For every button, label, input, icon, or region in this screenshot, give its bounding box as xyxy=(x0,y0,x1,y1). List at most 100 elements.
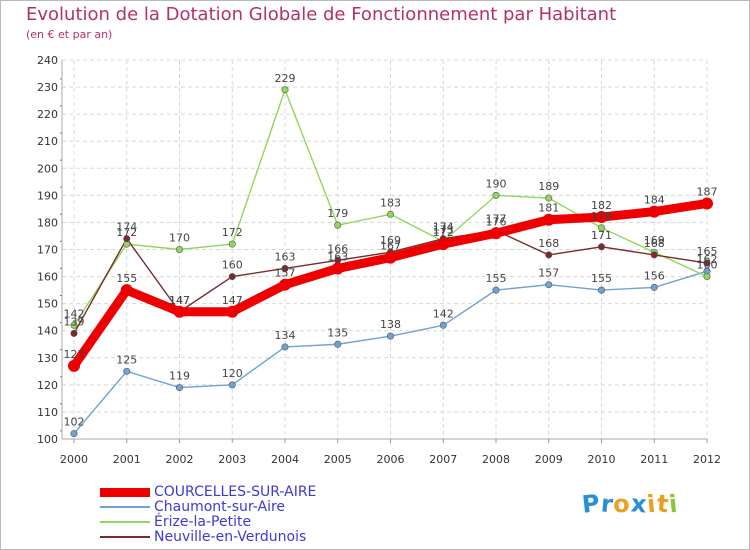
x-tick-label: 2006 xyxy=(377,453,405,466)
data-point xyxy=(176,384,184,392)
data-label: 176 xyxy=(486,215,507,228)
legend-swatch xyxy=(100,536,150,538)
data-label: 173 xyxy=(433,223,454,236)
data-point xyxy=(545,251,553,259)
data-label: 135 xyxy=(327,326,348,339)
data-point xyxy=(281,86,289,94)
data-label: 163 xyxy=(327,250,348,263)
y-tick-label: 110 xyxy=(37,406,58,419)
legend-item: Chaumont-sur-Aire xyxy=(100,499,360,515)
y-tick-label: 190 xyxy=(37,189,58,202)
data-point xyxy=(226,305,239,318)
y-tick-label: 220 xyxy=(37,108,58,121)
data-label: 165 xyxy=(697,245,718,258)
data-point xyxy=(545,194,553,202)
y-tick-label: 210 xyxy=(37,135,58,148)
legend-item: Neuville-en-Verdunois xyxy=(100,529,360,545)
data-label: 168 xyxy=(538,237,559,250)
data-label: 172 xyxy=(116,226,137,239)
chart-subtitle: (en € et par an) xyxy=(26,28,113,41)
data-point xyxy=(120,284,133,297)
data-point xyxy=(70,430,78,438)
data-label: 169 xyxy=(380,234,401,247)
data-label: 189 xyxy=(538,180,559,193)
data-label: 157 xyxy=(275,267,296,280)
data-point xyxy=(279,278,291,291)
data-point xyxy=(386,332,394,340)
data-point xyxy=(281,343,289,351)
data-label: 120 xyxy=(222,367,243,380)
data-label: 160 xyxy=(697,259,718,272)
data-point xyxy=(386,210,394,218)
data-label: 147 xyxy=(169,294,190,307)
data-point xyxy=(650,283,658,291)
data-label: 183 xyxy=(380,196,401,209)
data-label: 172 xyxy=(222,226,243,239)
data-label: 179 xyxy=(327,207,348,220)
data-label: 169 xyxy=(644,234,665,247)
data-point xyxy=(228,381,236,389)
data-point xyxy=(490,227,502,240)
data-label: 174 xyxy=(116,221,137,234)
data-point xyxy=(439,321,447,329)
logo-letter: P xyxy=(580,489,603,519)
y-tick-label: 160 xyxy=(37,271,58,284)
x-tick-label: 2010 xyxy=(588,453,616,466)
y-tick-label: 240 xyxy=(37,54,58,67)
y-tick-label: 140 xyxy=(37,325,58,338)
data-label: 163 xyxy=(275,250,296,263)
legend-item: COURCELLES-SUR-AIRE xyxy=(100,484,360,500)
data-point xyxy=(597,224,605,232)
data-label: 162 xyxy=(697,253,718,266)
x-tick-label: 2004 xyxy=(271,453,299,466)
data-label: 174 xyxy=(433,221,454,234)
x-tick-label: 2000 xyxy=(60,453,88,466)
data-label: 182 xyxy=(591,199,612,212)
x-tick-label: 2012 xyxy=(693,453,721,466)
x-tick-label: 2005 xyxy=(324,453,352,466)
data-point xyxy=(331,262,344,275)
data-label: 142 xyxy=(433,307,454,320)
data-label: 157 xyxy=(538,267,559,280)
y-tick-label: 180 xyxy=(37,216,58,229)
x-tick-label: 2007 xyxy=(429,453,457,466)
data-label: 166 xyxy=(327,242,348,255)
x-tick-label: 2008 xyxy=(482,453,510,466)
data-point xyxy=(701,197,713,210)
data-label: 229 xyxy=(275,72,296,85)
y-tick-label: 100 xyxy=(37,433,58,446)
data-label: 168 xyxy=(644,237,665,250)
data-label: 142 xyxy=(64,307,85,320)
proxiti-logo: Proxiti xyxy=(580,489,680,519)
data-point xyxy=(597,286,605,294)
data-label: 160 xyxy=(222,259,243,272)
data-label: 134 xyxy=(275,329,296,342)
y-tick-label: 130 xyxy=(37,352,58,365)
data-label: 170 xyxy=(169,232,190,245)
y-tick-label: 230 xyxy=(37,81,58,94)
data-label: 147 xyxy=(222,294,243,307)
legend-swatch xyxy=(100,487,150,497)
x-tick-label: 2009 xyxy=(535,453,563,466)
data-label: 139 xyxy=(64,315,85,328)
data-label: 127 xyxy=(64,348,85,361)
legend-label: Chaumont-sur-Aire xyxy=(154,499,286,515)
data-label: 171 xyxy=(591,229,612,242)
data-point xyxy=(545,281,553,289)
data-label: 138 xyxy=(380,318,401,331)
data-point xyxy=(597,243,605,251)
legend-item: Érize-la-Petite xyxy=(100,514,360,530)
data-label: 187 xyxy=(697,185,718,198)
legend-label: COURCELLES-SUR-AIRE xyxy=(154,484,317,500)
legend-swatch xyxy=(100,521,150,523)
chart-title: Evolution de la Dotation Globale de Fonc… xyxy=(26,4,617,25)
data-point xyxy=(228,240,236,248)
data-label: 172 xyxy=(433,226,454,239)
data-point xyxy=(173,305,186,318)
data-label: 102 xyxy=(64,416,85,429)
data-label: 177 xyxy=(486,213,507,226)
legend-label: Érize-la-Petite xyxy=(154,514,252,530)
data-label: 178 xyxy=(591,210,612,223)
data-label: 119 xyxy=(169,370,190,383)
data-label: 147 xyxy=(169,294,190,307)
